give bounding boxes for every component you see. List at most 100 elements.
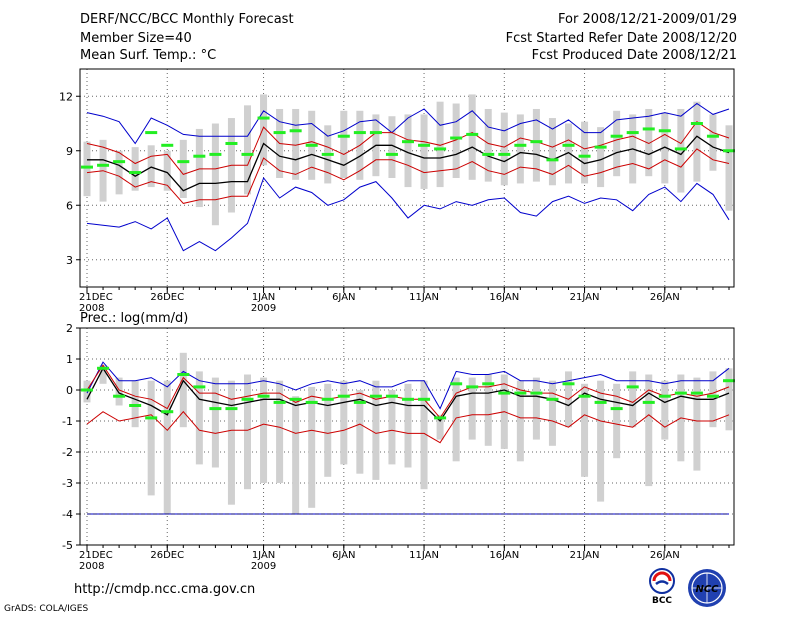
produced-date: Fcst Produced Date 2008/12/21 (531, 48, 737, 63)
source-url[interactable]: http://cmdp.ncc.cma.gov.cn (74, 582, 256, 597)
temp-ensemble-mark (690, 122, 703, 125)
prec-ensemble-mark (257, 394, 270, 398)
temp-xtick-label: 6JAN (332, 292, 355, 303)
temp-xtick-label: 26DEC (150, 292, 184, 303)
prec-ensemble-mark (642, 400, 655, 404)
temp-ytick-label: 12 (59, 90, 73, 103)
temp-ensemble-mark (161, 143, 174, 147)
prec-range-bar (340, 380, 348, 465)
temp-ensemble-mark (369, 131, 382, 135)
prec-ensemble-mark (385, 394, 398, 398)
temp-range-bar (500, 112, 508, 186)
prec-range-bar (179, 352, 187, 428)
prec-ensemble-mark (321, 397, 334, 401)
prec-year-label: 2008 (79, 561, 104, 572)
temp-range-bar (340, 110, 348, 178)
prec-ensemble-mark (498, 391, 511, 395)
temp-range-bar (709, 114, 717, 171)
prec-range-bar (725, 368, 733, 431)
temp-range-bar (565, 123, 572, 184)
temp-range-bar (211, 123, 219, 226)
prec-range-bar (115, 377, 123, 406)
temp-range-bar (179, 139, 187, 198)
prec-xtick-label: 1JAN (252, 550, 275, 561)
temp-range-bar (661, 112, 669, 184)
prec-ensemble-mark (369, 394, 382, 398)
temp-ensemble-mark (562, 143, 575, 147)
prec-ytick-label: 2 (66, 322, 73, 335)
forecast-period: For 2008/12/21-2009/01/29 (558, 12, 737, 27)
prec-ensemble-mark (402, 397, 414, 401)
prec-ensemble-mark (594, 400, 607, 404)
temp-range-bar (645, 108, 653, 177)
prec-range-bar (99, 365, 107, 384)
temp-series-min (86, 176, 730, 252)
prec-ensemble-mark (113, 394, 126, 398)
prec-ensemble-mark (305, 400, 318, 404)
temp-ensemble-mark (337, 134, 350, 138)
temp-ensemble-mark (402, 140, 414, 144)
precip-panel-title: Prec.: log(mm/d) (80, 311, 188, 326)
prec-ensemble-mark (546, 397, 559, 401)
temp-ensemble-mark (450, 136, 463, 140)
bcc-logo: BCC (649, 568, 675, 606)
prec-range-bar (131, 380, 139, 428)
prec-ytick-label: -2 (62, 446, 73, 459)
temp-xtick-label: 21DEC (79, 292, 113, 303)
prec-ensemble-mark (161, 410, 174, 414)
temp-range-bar (131, 147, 139, 191)
prec-ensemble-mark (145, 416, 158, 420)
prec-ensemble-mark (562, 382, 575, 386)
prec-range-bar (388, 390, 396, 465)
temp-range-bar (581, 121, 589, 184)
prec-plot-frame (79, 327, 735, 546)
temp-ensemble-mark (353, 131, 366, 135)
prec-xtick-label: 21JAN (570, 550, 600, 561)
temp-range-bar (468, 94, 476, 180)
temperature-panel-title: Mean Surf. Temp.: °C (80, 48, 217, 63)
prec-range-bar (629, 371, 637, 428)
temp-year-label: 2009 (251, 303, 276, 314)
temp-year-label: 2008 (79, 303, 104, 314)
prec-range-bar (597, 380, 605, 502)
prec-range-bar (693, 377, 701, 471)
prec-range-bar (581, 383, 589, 477)
prec-range-bar (308, 386, 316, 508)
ncc-logo: NCC (688, 569, 726, 607)
prec-series-mean (86, 367, 730, 423)
temp-ensemble-mark (385, 152, 398, 156)
prec-range-bar (436, 414, 444, 440)
prec-ytick-label: 1 (66, 353, 73, 366)
temp-ensemble-mark (578, 154, 591, 158)
temp-range-bar (388, 116, 396, 178)
prec-range-bar (468, 377, 476, 440)
temp-range-bar (452, 103, 460, 178)
temp-ensemble-mark (97, 163, 110, 167)
prec-ensemble-mark (193, 385, 206, 389)
prec-range-bar (452, 377, 460, 462)
temp-range-bar (516, 114, 524, 184)
temp-ensemble-mark (674, 147, 687, 151)
prec-ensemble-mark (610, 407, 623, 411)
temp-range-bar (244, 105, 251, 195)
prec-ensemble-mark (578, 394, 591, 398)
prec-ensemble-mark (450, 382, 463, 386)
temp-range-bar (420, 114, 428, 189)
temp-ensemble-mark (177, 160, 190, 164)
bcc-logo-text: BCC (652, 596, 672, 606)
prec-ytick-label: -1 (62, 415, 73, 428)
temp-plot-frame (79, 68, 735, 288)
prec-range-bar (163, 380, 171, 514)
temp-xtick-label: 1JAN (252, 292, 275, 303)
temp-range-bar (548, 118, 556, 186)
prec-ensemble-mark (129, 404, 142, 407)
temp-series-mean (87, 135, 730, 192)
temp-xtick-label: 16JAN (489, 292, 519, 303)
temp-ensemble-mark (257, 116, 270, 120)
prec-ensemble-mark (626, 385, 639, 389)
temp-ensemble-mark (530, 140, 543, 144)
temp-range-bar (484, 108, 492, 182)
temp-ensemble-mark (273, 131, 286, 135)
prec-ensemble-mark (690, 391, 703, 395)
